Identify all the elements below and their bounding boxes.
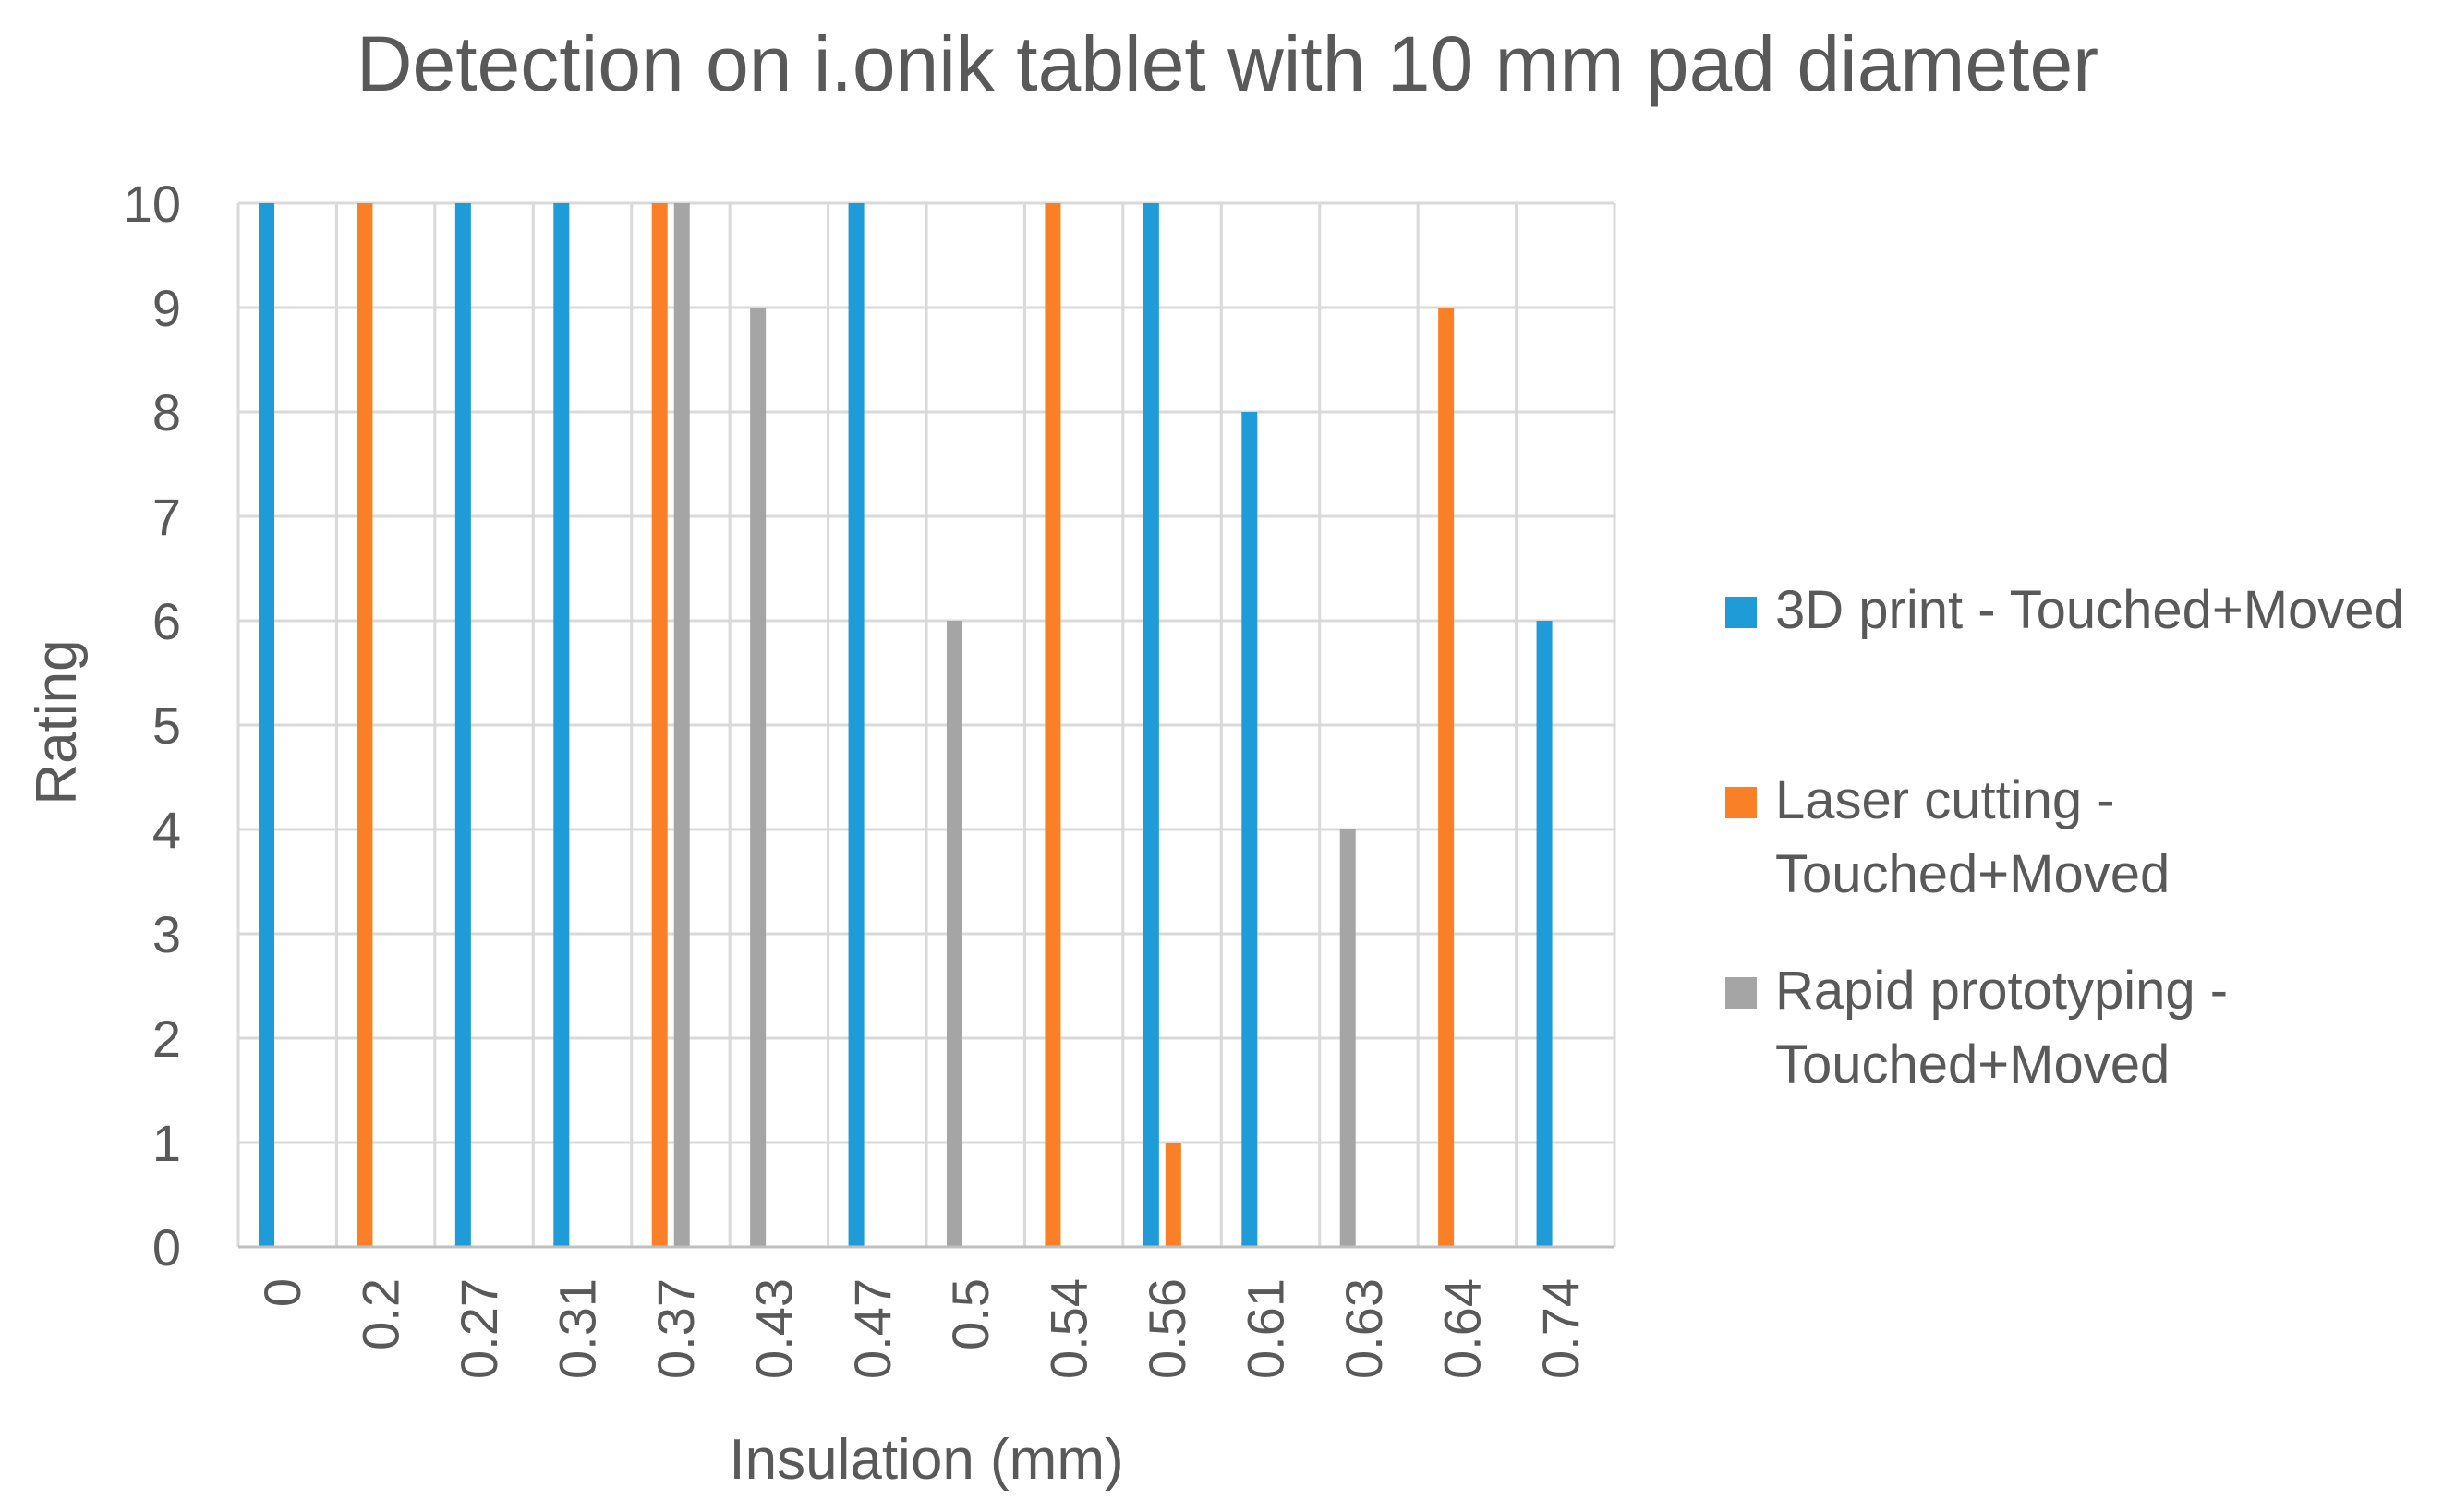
bar-rapid-0.43	[750, 308, 767, 1247]
bar-3d-0.27	[454, 203, 471, 1247]
bars	[259, 203, 1553, 1247]
bar-laser-0.54	[1045, 203, 1061, 1247]
x-tick-label: 0.64	[1433, 1278, 1491, 1379]
x-tick-label: 0.5	[941, 1278, 999, 1350]
y-tick-label: 10	[124, 175, 181, 233]
x-tick-label: 0.43	[744, 1278, 803, 1379]
bar-3d-0.61	[1241, 412, 1258, 1247]
y-tick-label: 3	[152, 905, 181, 963]
y-tick-label: 0	[152, 1218, 181, 1276]
y-axis-title: Rating	[25, 639, 89, 804]
x-tick-label: 0.47	[843, 1278, 901, 1379]
x-tick-label: 0.56	[1138, 1278, 1196, 1379]
x-tick-label: 0.37	[647, 1278, 705, 1379]
bar-laser-0.56	[1165, 1143, 1181, 1247]
bar-laser-0.64	[1438, 308, 1455, 1247]
legend-label: Laser cutting -	[1775, 770, 2115, 830]
bar-3d-0.31	[553, 203, 570, 1247]
x-tick-label: 0.54	[1040, 1278, 1098, 1379]
x-tick-label: 0.74	[1531, 1278, 1590, 1379]
bar-rapid-0.37	[673, 203, 690, 1247]
legend-label: Touched+Moved	[1775, 1034, 2170, 1095]
y-tick-label: 7	[152, 488, 181, 546]
x-tick-label: 0.31	[549, 1278, 607, 1379]
bar-rapid-0.63	[1339, 829, 1356, 1247]
gridlines	[236, 201, 1616, 1247]
legend-swatch	[1725, 787, 1757, 818]
bar-3d-0.56	[1143, 203, 1159, 1247]
x-tick-label: 0.2	[352, 1278, 410, 1350]
bar-3d-0.47	[848, 203, 865, 1247]
y-tick-label: 9	[152, 279, 181, 337]
y-tick-label: 5	[152, 696, 181, 755]
y-axis-ticks: 0 1 2 3 4 5 6 7 8 9 10	[124, 175, 181, 1276]
legend-label: Touched+Moved	[1775, 844, 2170, 904]
legend-label: 3D print - Touched+Moved	[1775, 580, 2404, 640]
x-tick-label: 0.63	[1335, 1278, 1393, 1379]
bar-laser-0.2	[357, 203, 373, 1247]
x-tick-label: 0.27	[450, 1278, 508, 1379]
chart-title: Detection on i.onik tablet with 10 mm pa…	[357, 20, 2098, 107]
x-tick-label: 0.61	[1237, 1278, 1295, 1379]
x-axis-ticks: 0 0.2 0.27 0.31 0.37 0.43 0.47 0.5 0.54 0.56 0.61 0…	[253, 1278, 1590, 1379]
y-tick-label: 6	[152, 592, 181, 650]
y-tick-label: 2	[152, 1010, 181, 1068]
legend-swatch	[1725, 597, 1757, 628]
bar-rapid-0.5	[947, 621, 962, 1247]
bar-3d-0.74	[1536, 621, 1553, 1247]
bar-laser-0.37	[651, 203, 668, 1247]
y-tick-label: 8	[152, 383, 181, 442]
y-tick-label: 1	[152, 1114, 181, 1172]
x-axis-title: Insulation (mm)	[729, 1428, 1123, 1492]
y-tick-label: 4	[152, 801, 181, 859]
legend-swatch	[1725, 977, 1757, 1009]
legend-label: Rapid prototyping -	[1775, 961, 2228, 1021]
x-tick-label: 0	[253, 1278, 311, 1307]
bar-3d-0	[259, 203, 274, 1247]
legend: 3D print - Touched+Moved Laser cutting - T…	[1725, 580, 2404, 1095]
